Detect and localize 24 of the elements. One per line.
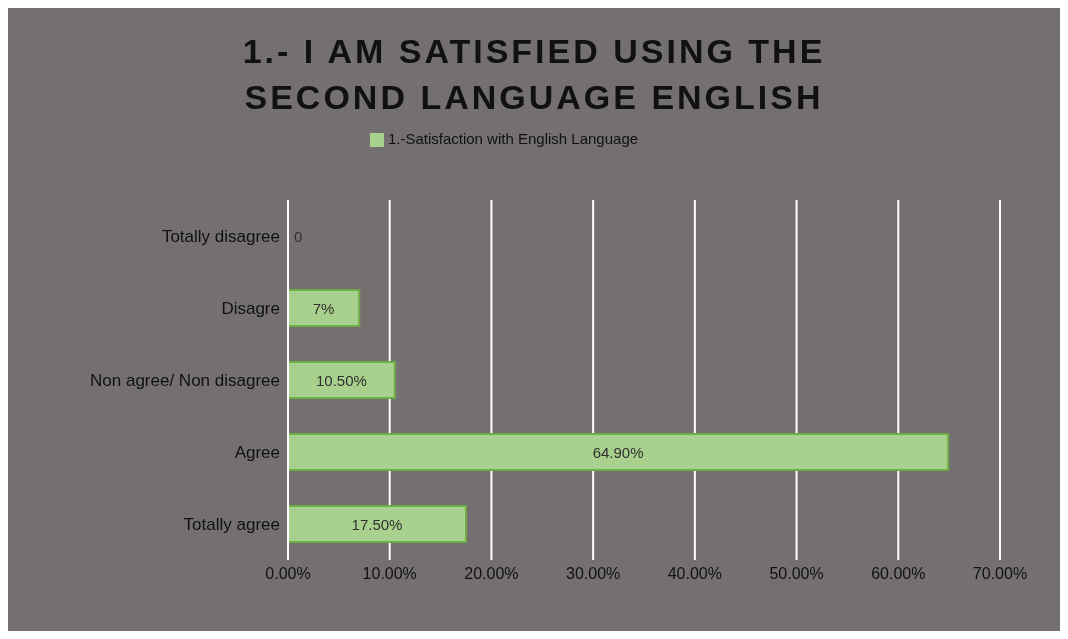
x-tick-label: 10.00%: [362, 565, 417, 583]
bar: [288, 361, 396, 399]
x-tick-label: 20.00%: [464, 565, 519, 583]
y-tick-label: Totally agree: [183, 515, 280, 535]
bar: [288, 289, 361, 327]
data-label: 10.50%: [315, 371, 367, 389]
x-tick-label: 40.00%: [667, 565, 722, 583]
bar: [288, 505, 467, 543]
x-tick-label: 50.00%: [769, 565, 824, 583]
x-tick-label: 30.00%: [566, 565, 621, 583]
chart-title: 1.- I AM SATISFIED USING THE SECOND LANGUAGE ENGLISH: [241, 31, 827, 118]
y-tick-label: Agree: [234, 443, 280, 463]
x-tick-label: 70.00%: [972, 565, 1028, 583]
y-tick-label: Non agree/ Non disagree: [90, 371, 280, 391]
x-tick-label: 0.00%: [265, 565, 311, 583]
data-label: 17.50%: [351, 515, 403, 533]
y-tick-label: Totally disagree: [161, 227, 280, 247]
bar: [288, 433, 950, 471]
legend-label: 1.-Satisfaction with English Language: [387, 130, 639, 147]
x-tick-label: 60.00%: [871, 565, 926, 583]
data-label: 64.90%: [592, 443, 644, 461]
data-label: 7%: [312, 299, 335, 317]
data-label: 0: [294, 227, 303, 245]
y-tick-label: Disagre: [221, 299, 280, 319]
